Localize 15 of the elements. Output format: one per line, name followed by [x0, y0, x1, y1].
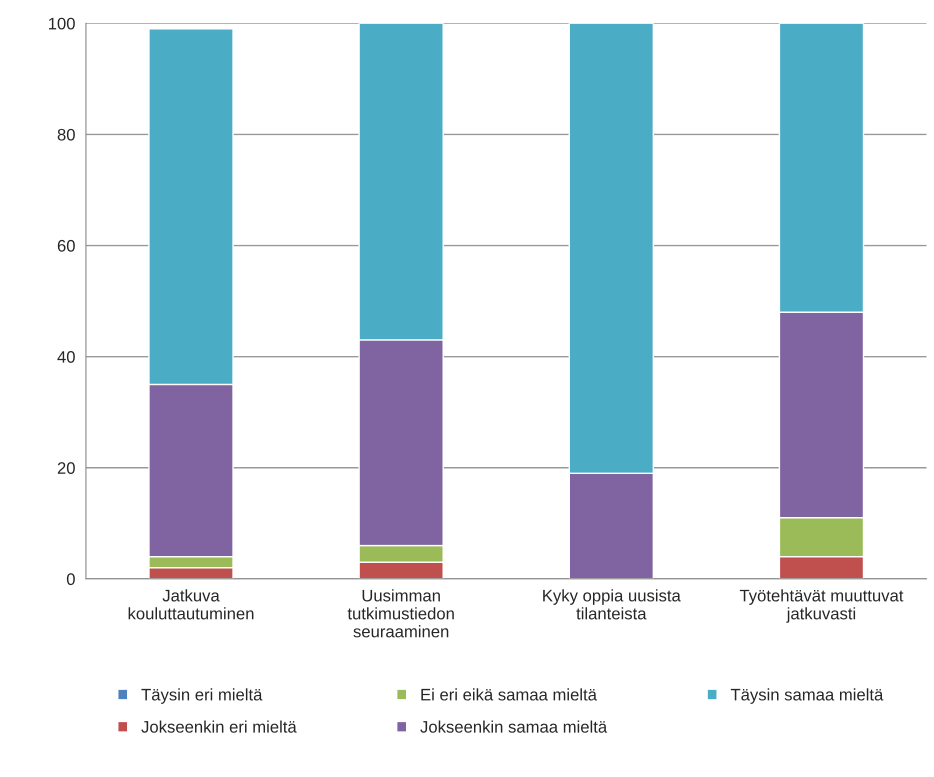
y-tick-label: 40: [57, 351, 75, 363]
legend-label: Jokseenkin samaa mieltä: [420, 720, 608, 733]
y-tick-label: 0: [66, 573, 75, 586]
x-tick-label: Kyky oppia uusista tilanteista: [543, 589, 681, 620]
y-tick-label: 80: [58, 128, 75, 141]
legend-label: Jokseenkin eri mieltä: [141, 720, 297, 733]
legend-label: Täysin samaa mieltä: [730, 688, 884, 704]
x-tick-label: Työtehtävät muuttuvat jatkuvasti: [740, 589, 904, 623]
legend-label: Ei eri eikä samaa mieltä: [421, 688, 597, 701]
x-tick-label: Jatkuva kouluttautuminen: [128, 589, 254, 620]
y-tick-label: 20: [58, 462, 75, 474]
y-tick-label: 60: [58, 240, 75, 252]
x-tick-label: Uusimman tutkimustiedon seuraaminen: [348, 589, 454, 638]
y-tick-label: 100: [48, 18, 75, 30]
legend-label: Täysin eri mieltä: [141, 688, 262, 704]
